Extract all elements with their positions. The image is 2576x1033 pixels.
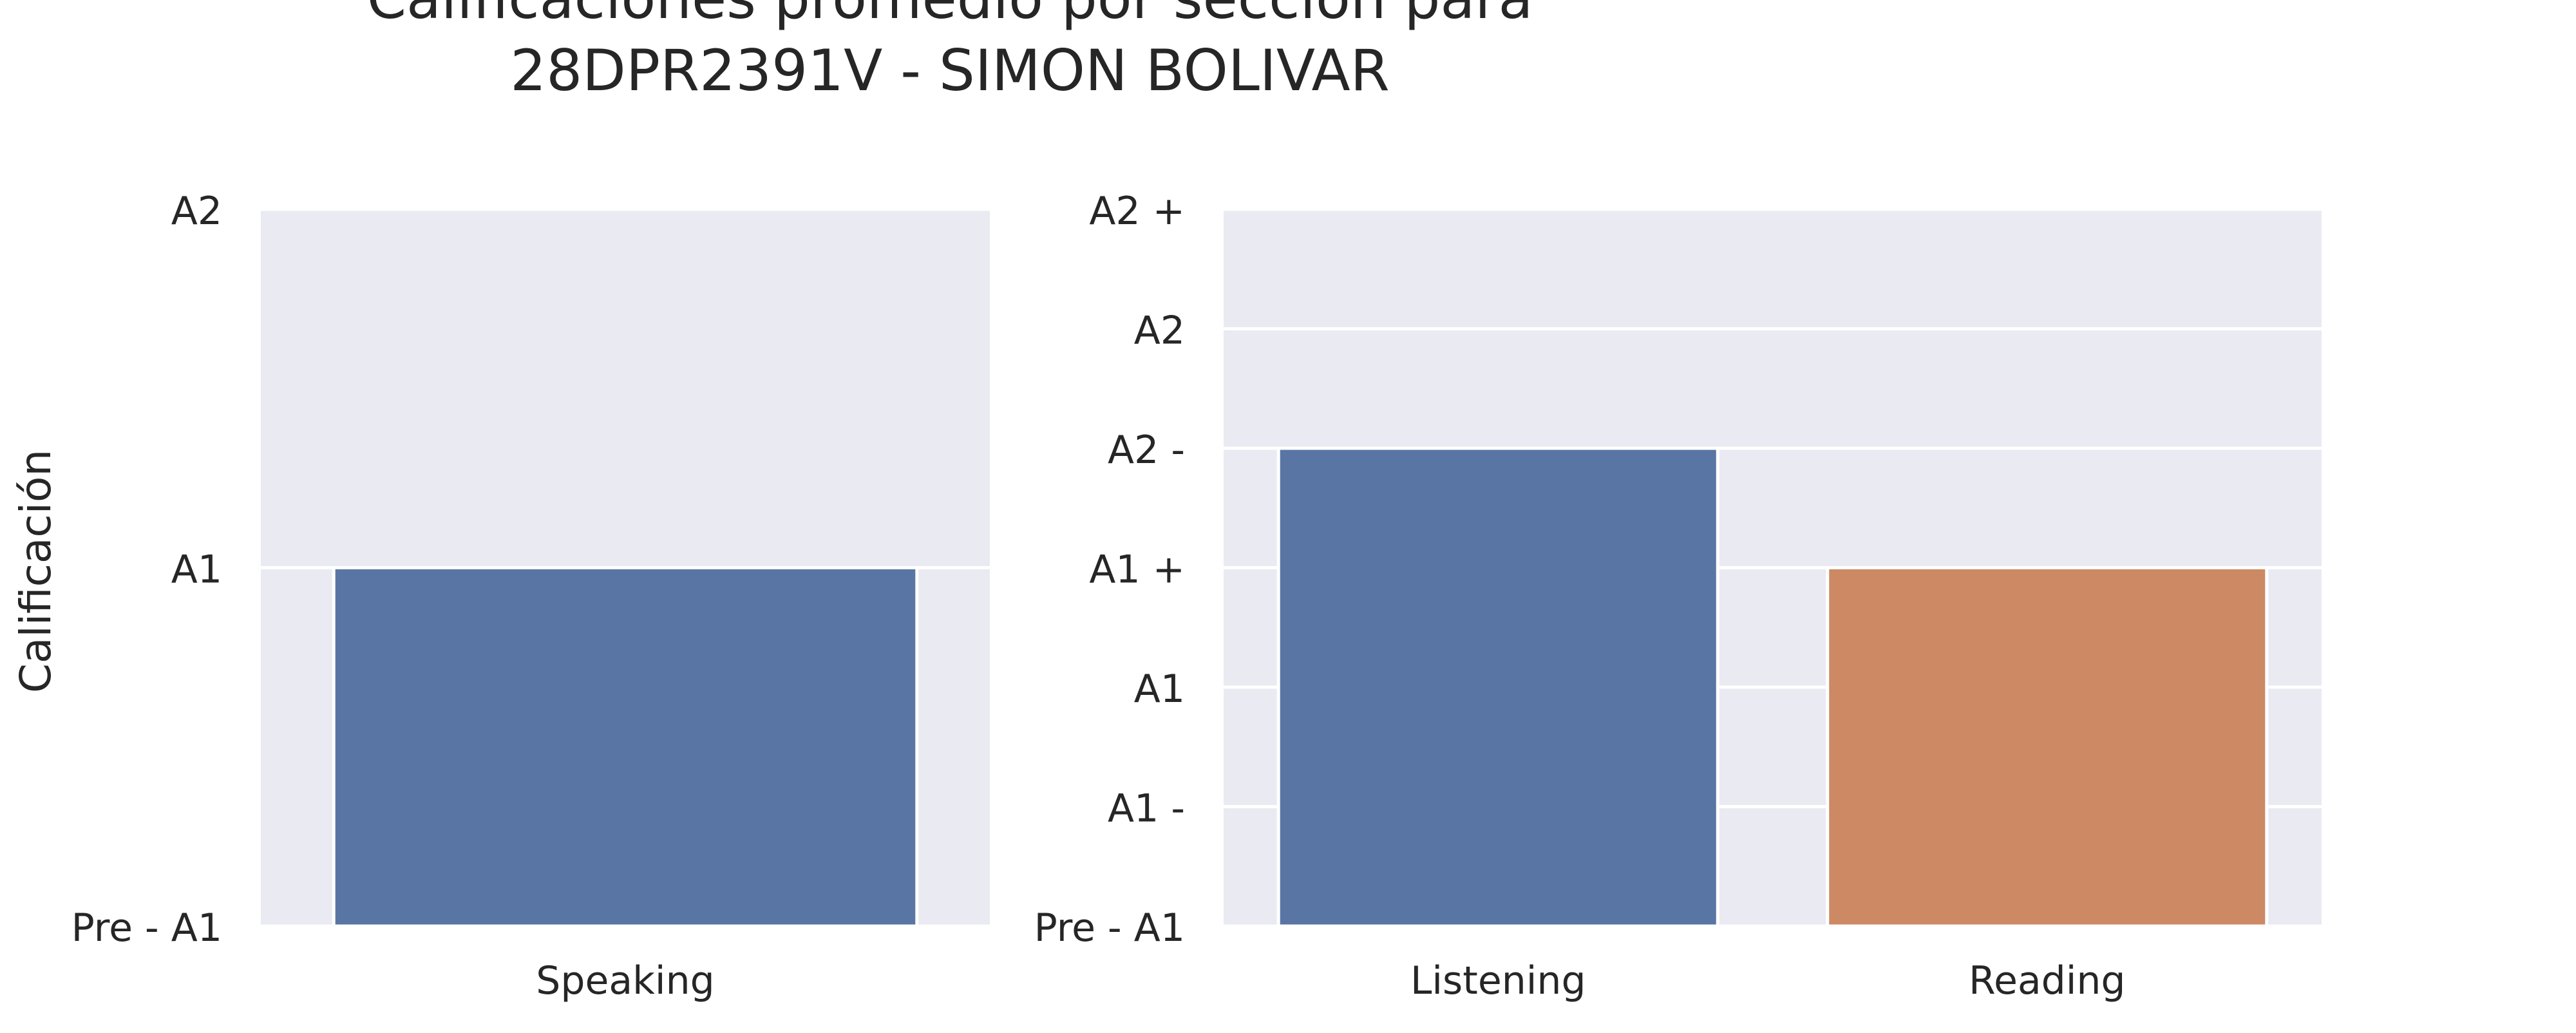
panel-listening-reading: Pre - A1 A1 - A1 A1 + A2 - A2 A2 + Listening Rea… [1034,189,2322,1003]
y-tick-label: A1 [171,547,222,592]
x-tick-label: Listening [1410,958,1586,1003]
y-tick-label: A2 + [1089,189,1185,234]
y-tick-label: A2 - [1108,428,1185,473]
y-tick-label: A1 - [1108,786,1185,831]
chart-title-line-2: 28DPR2391V - SIMON BOLIVAR [510,37,1390,104]
bar-speaking [332,566,919,928]
y-tick-label: Pre - A1 [71,905,222,951]
y-tick-label: A1 [1134,667,1185,712]
bar-listening [1276,446,1719,928]
y-axis-label: Calificación [11,450,61,693]
chart-title-line-1: Calificaciones promedio por sección para [367,0,1533,32]
bar-reading [1826,566,2269,928]
x-tick-label: Reading [1969,958,2126,1003]
panel-speaking: Pre - A1 A1 A2 Speaking [71,189,990,1003]
y-tick-label: Pre - A1 [1034,905,1185,951]
y-tick-label: A1 + [1089,547,1185,592]
chart-title: Calificaciones promedio por sección para… [367,0,1533,104]
y-tick-label: A2 [1134,308,1185,354]
y-tick-label: A2 [171,189,222,234]
x-tick-label: Speaking [536,958,714,1003]
